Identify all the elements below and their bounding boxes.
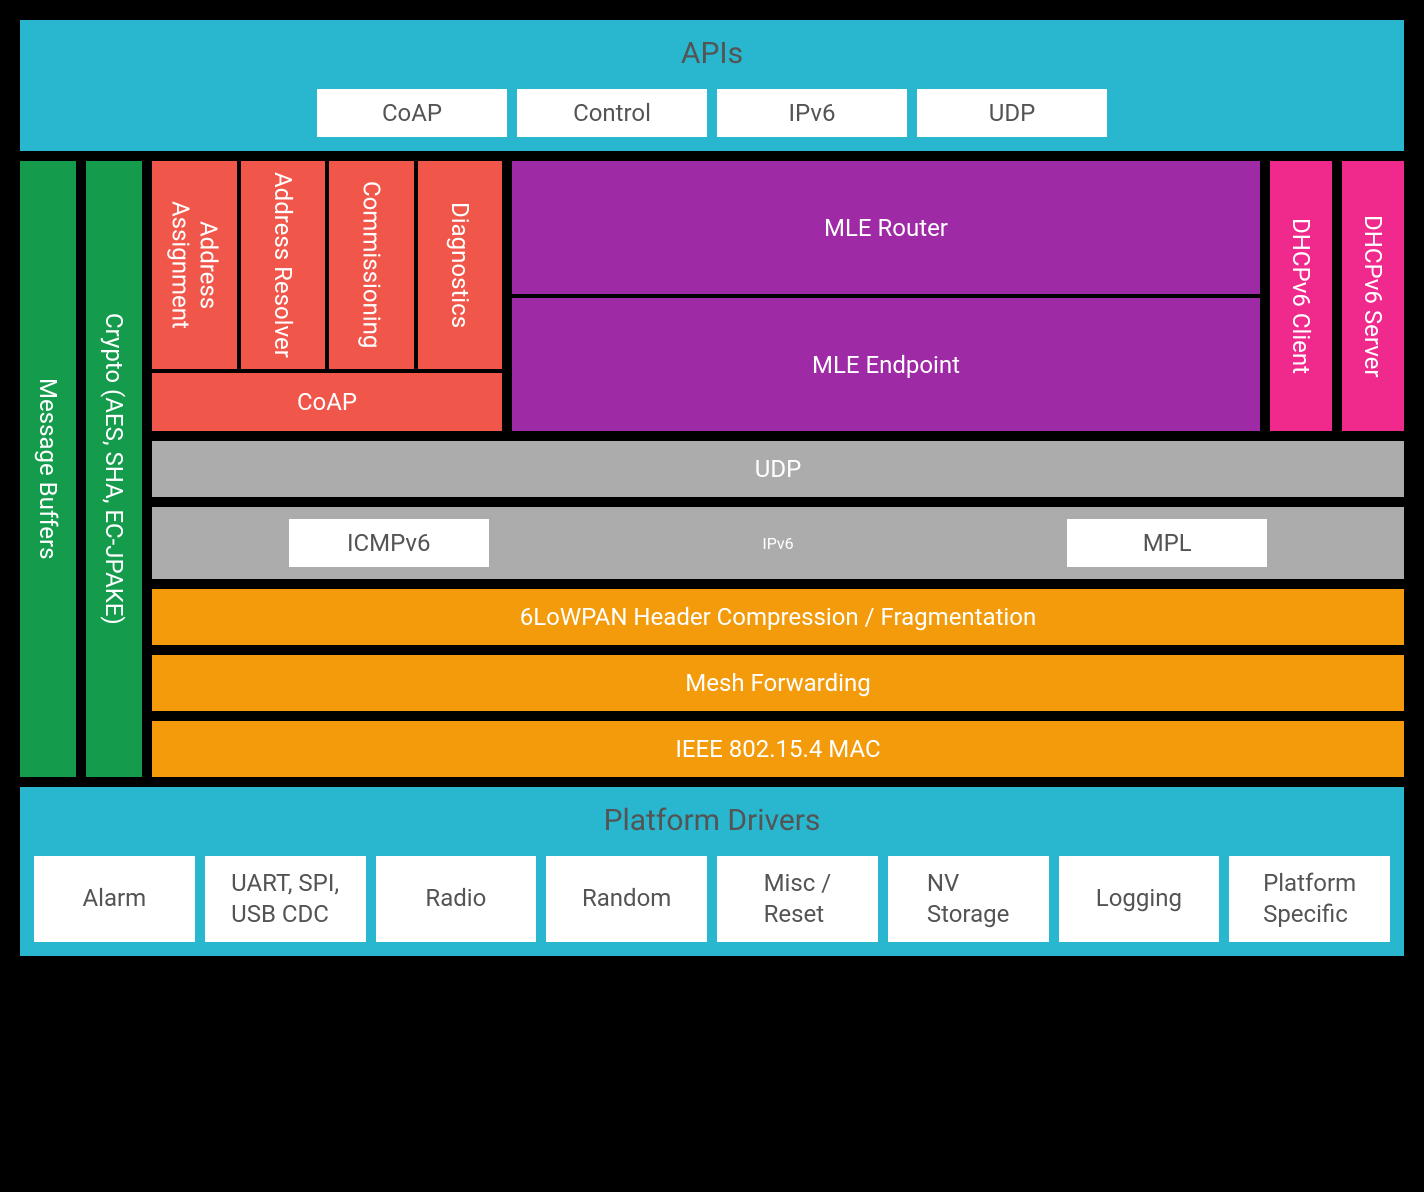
commissioning-box: Commissioning — [329, 161, 418, 369]
platform-logging: Logging — [1059, 856, 1220, 942]
message-buffers-column: Message Buffers — [20, 161, 76, 777]
platform-title: Platform Drivers — [20, 787, 1404, 856]
diagnostics-box: Diagnostics — [418, 161, 503, 369]
mac-layer: IEEE 802.15.4 MAC — [152, 721, 1404, 777]
apis-title: APIs — [20, 20, 1404, 89]
platform-radio: Radio — [376, 856, 537, 942]
message-buffers-label: Message Buffers — [34, 378, 62, 560]
icmpv6-box: ICMPv6 — [289, 519, 489, 567]
mle-endpoint-box: MLE Endpoint — [512, 298, 1260, 431]
mle-router-box: MLE Router — [512, 161, 1260, 298]
dhcpv6-client-box: DHCPv6 Client — [1270, 161, 1332, 431]
coap-box: CoAP — [152, 369, 502, 431]
api-box-udp: UDP — [917, 89, 1107, 137]
api-box-coap: CoAP — [317, 89, 507, 137]
platform-row: Alarm UART, SPI,USB CDC Radio Random Mis… — [20, 856, 1404, 942]
platform-section: Platform Drivers Alarm UART, SPI,USB CDC… — [20, 787, 1404, 956]
platform-uart: UART, SPI,USB CDC — [205, 856, 366, 942]
mpl-box: MPL — [1067, 519, 1267, 567]
apis-section: APIs CoAP Control IPv6 UDP — [20, 20, 1404, 151]
ipv6-layer: ICMPv6 IPv6 MPL — [152, 507, 1404, 579]
coap-services-columns: Address Assignment Address Resolver Comm… — [152, 161, 502, 369]
platform-nv: NVStorage — [888, 856, 1049, 942]
mle-group: MLE Router MLE Endpoint — [512, 161, 1260, 431]
dhcpv6-server-box: DHCPv6 Server — [1342, 161, 1404, 431]
coap-services-group: Address Assignment Address Resolver Comm… — [152, 161, 502, 431]
ipv6-label: IPv6 — [762, 534, 793, 553]
6lowpan-layer: 6LoWPAN Header Compression / Fragmentati… — [152, 589, 1404, 645]
platform-misc: Misc /Reset — [717, 856, 878, 942]
udp-layer: UDP — [152, 441, 1404, 497]
address-assignment-box: Address Assignment — [152, 161, 241, 369]
apis-row: CoAP Control IPv6 UDP — [20, 89, 1404, 151]
mesh-forwarding-layer: Mesh Forwarding — [152, 655, 1404, 711]
crypto-column: Crypto (AES, SHA, EC-JPAKE) — [86, 161, 142, 777]
address-resolver-box: Address Resolver — [241, 161, 330, 369]
platform-alarm: Alarm — [34, 856, 195, 942]
api-box-control: Control — [517, 89, 707, 137]
protocol-stack: Address Assignment Address Resolver Comm… — [152, 161, 1404, 777]
api-box-ipv6: IPv6 — [717, 89, 907, 137]
middle-section: Message Buffers Crypto (AES, SHA, EC-JPA… — [20, 161, 1404, 777]
architecture-diagram: APIs CoAP Control IPv6 UDP Message Buffe… — [20, 20, 1404, 956]
crypto-label: Crypto (AES, SHA, EC-JPAKE) — [100, 313, 128, 625]
platform-specific: PlatformSpecific — [1229, 856, 1390, 942]
stack-top-row: Address Assignment Address Resolver Comm… — [152, 161, 1404, 431]
platform-random: Random — [546, 856, 707, 942]
